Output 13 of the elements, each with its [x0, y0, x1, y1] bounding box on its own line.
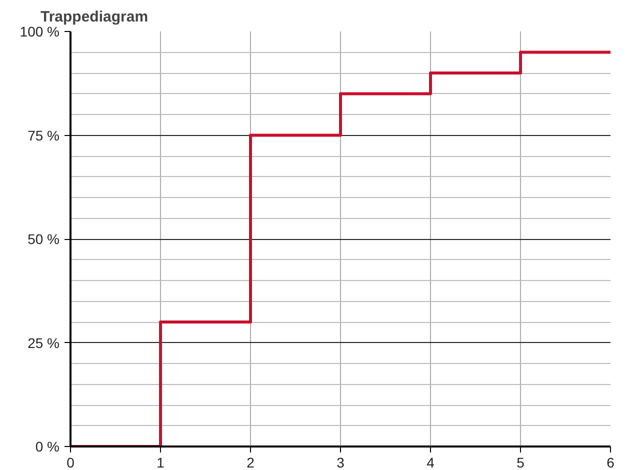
x-tick-label: 0	[66, 454, 75, 470]
y-tick-label: 0 %	[35, 438, 60, 454]
x-tick-label: 2	[246, 454, 255, 470]
y-tick-label: 75 %	[28, 127, 60, 144]
chart-title: Trappediagram	[40, 8, 148, 26]
x-tick-label: 4	[426, 454, 435, 470]
y-tick-label: 50 %	[28, 231, 60, 247]
x-tick-label: 1	[156, 454, 165, 470]
x-tick-label: 6	[606, 454, 615, 470]
y-tick-label: 25 %	[28, 334, 60, 351]
y-tick-label: 100 %	[20, 24, 60, 40]
x-tick-label: 3	[336, 454, 345, 470]
x-tick-label: 5	[516, 454, 525, 470]
